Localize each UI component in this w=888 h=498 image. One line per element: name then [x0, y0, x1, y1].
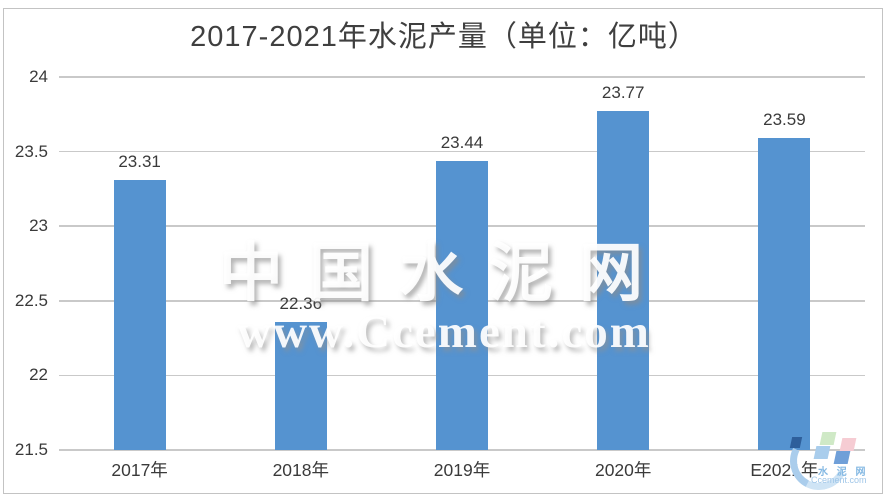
y-tick-label: 21.5 — [14, 440, 48, 459]
bar-value-label: 22.36 — [279, 293, 323, 313]
y-tick-label: 24 — [29, 67, 48, 86]
y-tick-label: 22.5 — [14, 290, 48, 310]
gridline — [59, 76, 865, 78]
bar-value-label: 23.77 — [601, 83, 645, 103]
bar-value-label: 23.59 — [763, 110, 806, 130]
logo-tile-pink-icon — [839, 438, 857, 451]
bar — [274, 321, 327, 450]
bar — [436, 160, 488, 450]
logo-text-en: Ccement.com — [811, 475, 867, 485]
x-tick-label: 2019年 — [433, 460, 491, 480]
chart-title: 2017-2021年水泥产量（单位：亿吨） — [190, 21, 698, 53]
x-tick-label: 2018年 — [272, 460, 330, 480]
x-tick-label: E2021年 — [750, 460, 819, 480]
bar — [758, 138, 811, 450]
bar-value-label: 23.31 — [118, 151, 161, 171]
x-tick-label: 2020年 — [594, 460, 652, 480]
gridline — [59, 449, 865, 451]
y-tick-label: 23.5 — [14, 141, 48, 161]
logo-tile-lightblue-icon — [813, 446, 831, 459]
y-tick-label: 23 — [29, 216, 48, 236]
ccement-logo: 水 泥 网 Ccement.com — [782, 424, 882, 498]
logo-text-cn: 水 泥 网 — [818, 467, 869, 478]
gridline — [59, 150, 865, 153]
bar-value-label: 23.44 — [440, 132, 484, 152]
y-tick-label: 22 — [29, 365, 48, 385]
x-tick-label: 2017年 — [111, 460, 168, 480]
bar — [597, 111, 650, 450]
bar — [113, 179, 166, 450]
logo-tile-green-icon — [819, 432, 837, 445]
